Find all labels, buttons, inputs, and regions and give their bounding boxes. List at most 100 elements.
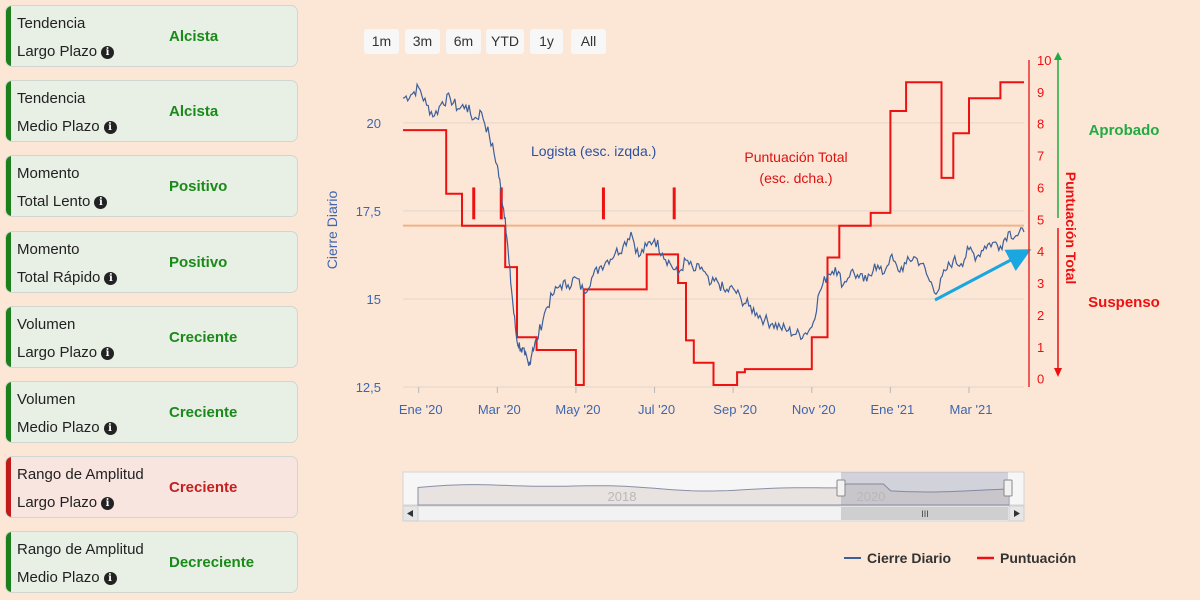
navigator-selection[interactable] — [841, 472, 1008, 505]
price-annotation: Logista (esc. izqda.) — [531, 143, 656, 159]
indicator-title: Momento — [17, 240, 80, 258]
right-tick-label: 7 — [1037, 149, 1044, 164]
indicator-subtitle: Medio Plazo i — [17, 569, 117, 586]
range-button-1m[interactable]: 1m — [364, 29, 399, 54]
legend: Cierre Diario Puntuación — [844, 550, 1076, 566]
status-bar — [6, 382, 11, 442]
indicator-card: Rango de Amplitud Largo Plazo i Creciente — [5, 456, 298, 519]
indicator-value: Positivo — [169, 178, 228, 196]
indicator-subtitle: Largo Plazo i — [17, 43, 115, 60]
navigator-year-2018: 2018 — [608, 489, 637, 504]
navigator-handle-left[interactable] — [836, 479, 846, 497]
indicator-value: Creciente — [169, 328, 238, 346]
navigator-series — [417, 483, 1010, 506]
status-bar — [6, 6, 11, 66]
status-bar — [6, 81, 11, 142]
right-tick-label: 5 — [1037, 212, 1044, 227]
indicator-card: Momento Total Rápido i Positivo — [5, 230, 298, 293]
scroll-left-icon — [407, 510, 413, 517]
indicator-subtitle: Total Rápido i — [17, 269, 118, 286]
approved-arrow-head — [1054, 52, 1062, 60]
indicator-subtitle: Largo Plazo i — [17, 344, 115, 361]
status-bar — [6, 457, 11, 518]
indicator-card: Momento Total Lento i Positivo — [5, 155, 298, 218]
score-annotation-2: (esc. dcha.) — [759, 170, 832, 186]
trend-arrow — [934, 249, 1032, 302]
range-button-all[interactable]: All — [571, 29, 606, 54]
indicator-title: Tendencia — [17, 15, 86, 32]
indicator-value: Alcista — [169, 103, 219, 121]
x-axis-ticks: Ene '20 Mar '20 May '20 Jul '20 Sep '20 Nov '… — [399, 387, 992, 417]
x-tick-label: Sep '20 — [713, 402, 757, 417]
indicator-card: Rango de Amplitud Medio Plazo i Decreciente — [5, 531, 298, 594]
info-icon[interactable]: i — [101, 46, 115, 59]
status-bar — [6, 306, 11, 367]
price-series-line — [402, 82, 1025, 367]
gridlines — [403, 122, 1024, 388]
indicator-title: Tendencia — [17, 90, 86, 108]
right-tick-label: 10 — [1037, 53, 1051, 68]
info-icon[interactable]: i — [103, 422, 117, 435]
x-tick-label: Nov '20 — [792, 402, 836, 417]
status-bar — [6, 532, 11, 593]
approved-label: Aprobado — [1089, 122, 1160, 139]
right-tick-label: 8 — [1037, 117, 1044, 132]
info-icon[interactable]: i — [103, 572, 117, 586]
failed-arrow-head — [1054, 368, 1062, 377]
right-tick-label: 2 — [1037, 308, 1044, 323]
indicator-value: Positivo — [169, 253, 228, 271]
range-button-ytd[interactable]: YTD — [486, 29, 524, 54]
scrollbar-thumb[interactable] — [841, 507, 1008, 520]
right-tick-label: 6 — [1037, 180, 1044, 195]
left-tick-label: 15 — [367, 292, 381, 307]
navigator: 2018 2020 III — [402, 471, 1025, 522]
right-tick-label: 0 — [1037, 372, 1044, 387]
info-icon[interactable]: i — [101, 497, 115, 511]
indicator-title: Rango de Amplitud — [17, 541, 144, 559]
indicator-card: Tendencia Largo Plazo i Alcista — [5, 5, 298, 67]
right-axis-ticks: 0 1 2 3 4 5 6 7 8 9 10 — [1037, 53, 1051, 387]
left-tick-label: 20 — [367, 116, 381, 131]
right-tick-label: 9 — [1037, 85, 1044, 100]
range-button-6m[interactable]: 6m — [446, 29, 481, 54]
left-axis-title: Cierre Diario — [324, 191, 340, 270]
legend-price-label[interactable]: Cierre Diario — [867, 550, 951, 566]
range-button-3m[interactable]: 3m — [405, 29, 440, 54]
right-axis-title: Puntuación Total — [1063, 172, 1079, 285]
indicator-title: Momento — [17, 165, 80, 183]
scroll-right-icon — [1014, 510, 1020, 517]
navigator-year-2020: 2020 — [857, 489, 886, 504]
scrollbar-grip: III — [921, 509, 929, 519]
indicator-value: Creciente — [169, 479, 238, 497]
navigator-handle-right[interactable] — [1003, 479, 1013, 497]
info-icon[interactable]: i — [94, 196, 108, 210]
legend-score-label[interactable]: Puntuación — [1000, 550, 1076, 566]
indicator-value: Creciente — [169, 404, 238, 421]
left-tick-label: 17,5 — [356, 204, 381, 219]
status-bar — [6, 231, 11, 292]
indicator-title: Rango de Amplitud — [17, 466, 144, 484]
score-annotation-1: Puntuación Total — [744, 149, 847, 165]
indicator-subtitle: Largo Plazo i — [17, 494, 115, 511]
x-tick-label: Mar '21 — [949, 402, 992, 417]
left-tick-label: 12,5 — [356, 380, 381, 395]
info-icon[interactable]: i — [103, 121, 117, 135]
indicator-subtitle: Total Lento i — [17, 193, 108, 210]
indicator-subtitle: Medio Plazo i — [17, 118, 117, 135]
indicator-card: Volumen Medio Plazo i Creciente — [5, 381, 298, 443]
left-axis-ticks: 12,5 15 17,5 20 — [356, 116, 381, 395]
x-tick-label: May '20 — [555, 402, 600, 417]
x-tick-label: Ene '21 — [871, 402, 915, 417]
info-icon[interactable]: i — [104, 271, 118, 285]
failed-label: Suspenso — [1088, 294, 1160, 311]
indicator-title: Volumen — [17, 391, 76, 408]
range-button-1y[interactable]: 1y — [530, 29, 563, 54]
indicator-value: Decreciente — [169, 554, 255, 572]
x-tick-label: Ene '20 — [399, 402, 443, 417]
x-tick-label: Jul '20 — [638, 402, 675, 417]
indicator-card: Volumen Largo Plazo i Creciente — [5, 305, 298, 368]
indicator-card: Tendencia Medio Plazo i Alcista — [5, 80, 298, 143]
score-series-line — [403, 81, 1024, 386]
info-icon[interactable]: i — [101, 346, 115, 360]
